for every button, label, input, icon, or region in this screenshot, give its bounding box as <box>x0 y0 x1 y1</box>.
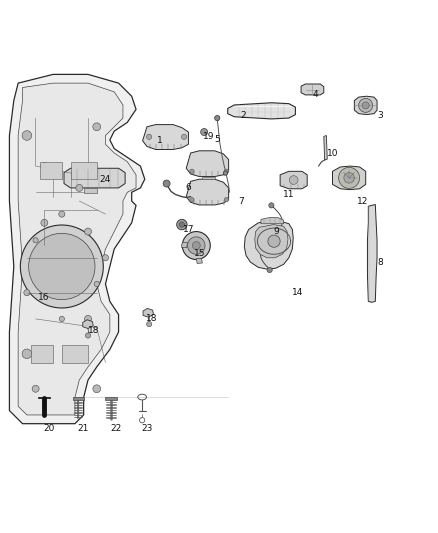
Polygon shape <box>71 161 97 179</box>
Text: 17: 17 <box>183 225 194 234</box>
Text: 23: 23 <box>141 424 153 433</box>
Polygon shape <box>186 151 229 176</box>
Circle shape <box>224 198 229 202</box>
Circle shape <box>359 99 373 112</box>
Polygon shape <box>143 309 153 317</box>
Circle shape <box>201 128 208 135</box>
Circle shape <box>76 184 83 191</box>
Polygon shape <box>228 103 295 119</box>
Text: 15: 15 <box>194 249 205 258</box>
Text: 21: 21 <box>77 424 88 433</box>
Circle shape <box>192 241 200 249</box>
Polygon shape <box>64 168 125 188</box>
Polygon shape <box>201 176 215 179</box>
Text: 7: 7 <box>238 197 244 206</box>
Circle shape <box>224 169 229 174</box>
Text: 20: 20 <box>43 424 54 433</box>
Text: 5: 5 <box>214 135 220 144</box>
Circle shape <box>268 235 280 247</box>
Polygon shape <box>332 166 366 190</box>
Text: 10: 10 <box>327 149 338 158</box>
Circle shape <box>22 349 32 359</box>
Circle shape <box>223 171 228 175</box>
Circle shape <box>190 198 194 202</box>
Circle shape <box>85 316 92 322</box>
Text: 12: 12 <box>357 197 369 206</box>
Text: 22: 22 <box>110 424 121 433</box>
Circle shape <box>59 316 64 321</box>
Text: 18: 18 <box>145 314 157 324</box>
Circle shape <box>24 289 30 296</box>
Polygon shape <box>261 217 284 224</box>
Circle shape <box>94 281 99 287</box>
Polygon shape <box>62 345 88 362</box>
Polygon shape <box>301 84 324 95</box>
Polygon shape <box>186 179 229 205</box>
Polygon shape <box>143 125 188 149</box>
Circle shape <box>85 228 92 235</box>
Circle shape <box>28 233 95 300</box>
Polygon shape <box>83 320 93 328</box>
Circle shape <box>163 180 170 187</box>
Circle shape <box>187 237 205 254</box>
Circle shape <box>93 123 101 131</box>
Polygon shape <box>255 224 288 258</box>
Text: 3: 3 <box>378 111 383 120</box>
Polygon shape <box>10 75 145 424</box>
Circle shape <box>41 220 48 227</box>
Text: 6: 6 <box>186 183 191 192</box>
Polygon shape <box>181 243 187 248</box>
Text: 2: 2 <box>240 111 246 120</box>
Polygon shape <box>18 83 136 415</box>
Polygon shape <box>324 135 327 160</box>
Polygon shape <box>84 188 97 193</box>
Circle shape <box>93 385 101 393</box>
Polygon shape <box>105 398 117 400</box>
Circle shape <box>339 167 360 188</box>
Text: 8: 8 <box>378 257 383 266</box>
Polygon shape <box>367 205 377 302</box>
Circle shape <box>41 163 48 169</box>
Text: 9: 9 <box>273 227 279 236</box>
Text: 4: 4 <box>312 90 318 99</box>
Circle shape <box>179 222 184 227</box>
Text: 18: 18 <box>88 326 99 335</box>
Circle shape <box>215 116 220 120</box>
Polygon shape <box>40 161 62 179</box>
Polygon shape <box>73 398 84 400</box>
Text: 14: 14 <box>292 288 303 297</box>
Circle shape <box>85 333 91 338</box>
Polygon shape <box>280 171 307 189</box>
Circle shape <box>22 131 32 140</box>
Circle shape <box>20 225 103 308</box>
Text: 19: 19 <box>203 132 214 141</box>
Circle shape <box>190 169 194 174</box>
Circle shape <box>140 417 145 423</box>
Polygon shape <box>31 345 53 362</box>
Polygon shape <box>354 96 377 115</box>
Circle shape <box>362 102 369 109</box>
Circle shape <box>102 255 109 261</box>
Circle shape <box>344 173 354 183</box>
Circle shape <box>267 268 272 272</box>
Polygon shape <box>38 397 50 398</box>
Circle shape <box>147 321 152 327</box>
Circle shape <box>181 134 187 140</box>
Circle shape <box>182 231 210 260</box>
Circle shape <box>269 203 274 208</box>
Text: 11: 11 <box>283 190 295 199</box>
Circle shape <box>59 211 65 217</box>
Circle shape <box>289 176 298 184</box>
Circle shape <box>147 134 152 140</box>
Text: 16: 16 <box>38 293 49 302</box>
Circle shape <box>33 238 38 243</box>
Circle shape <box>177 220 187 230</box>
Circle shape <box>32 385 39 392</box>
Polygon shape <box>196 259 202 263</box>
Polygon shape <box>244 221 293 269</box>
Text: 1: 1 <box>157 136 163 146</box>
Text: 24: 24 <box>100 175 111 184</box>
